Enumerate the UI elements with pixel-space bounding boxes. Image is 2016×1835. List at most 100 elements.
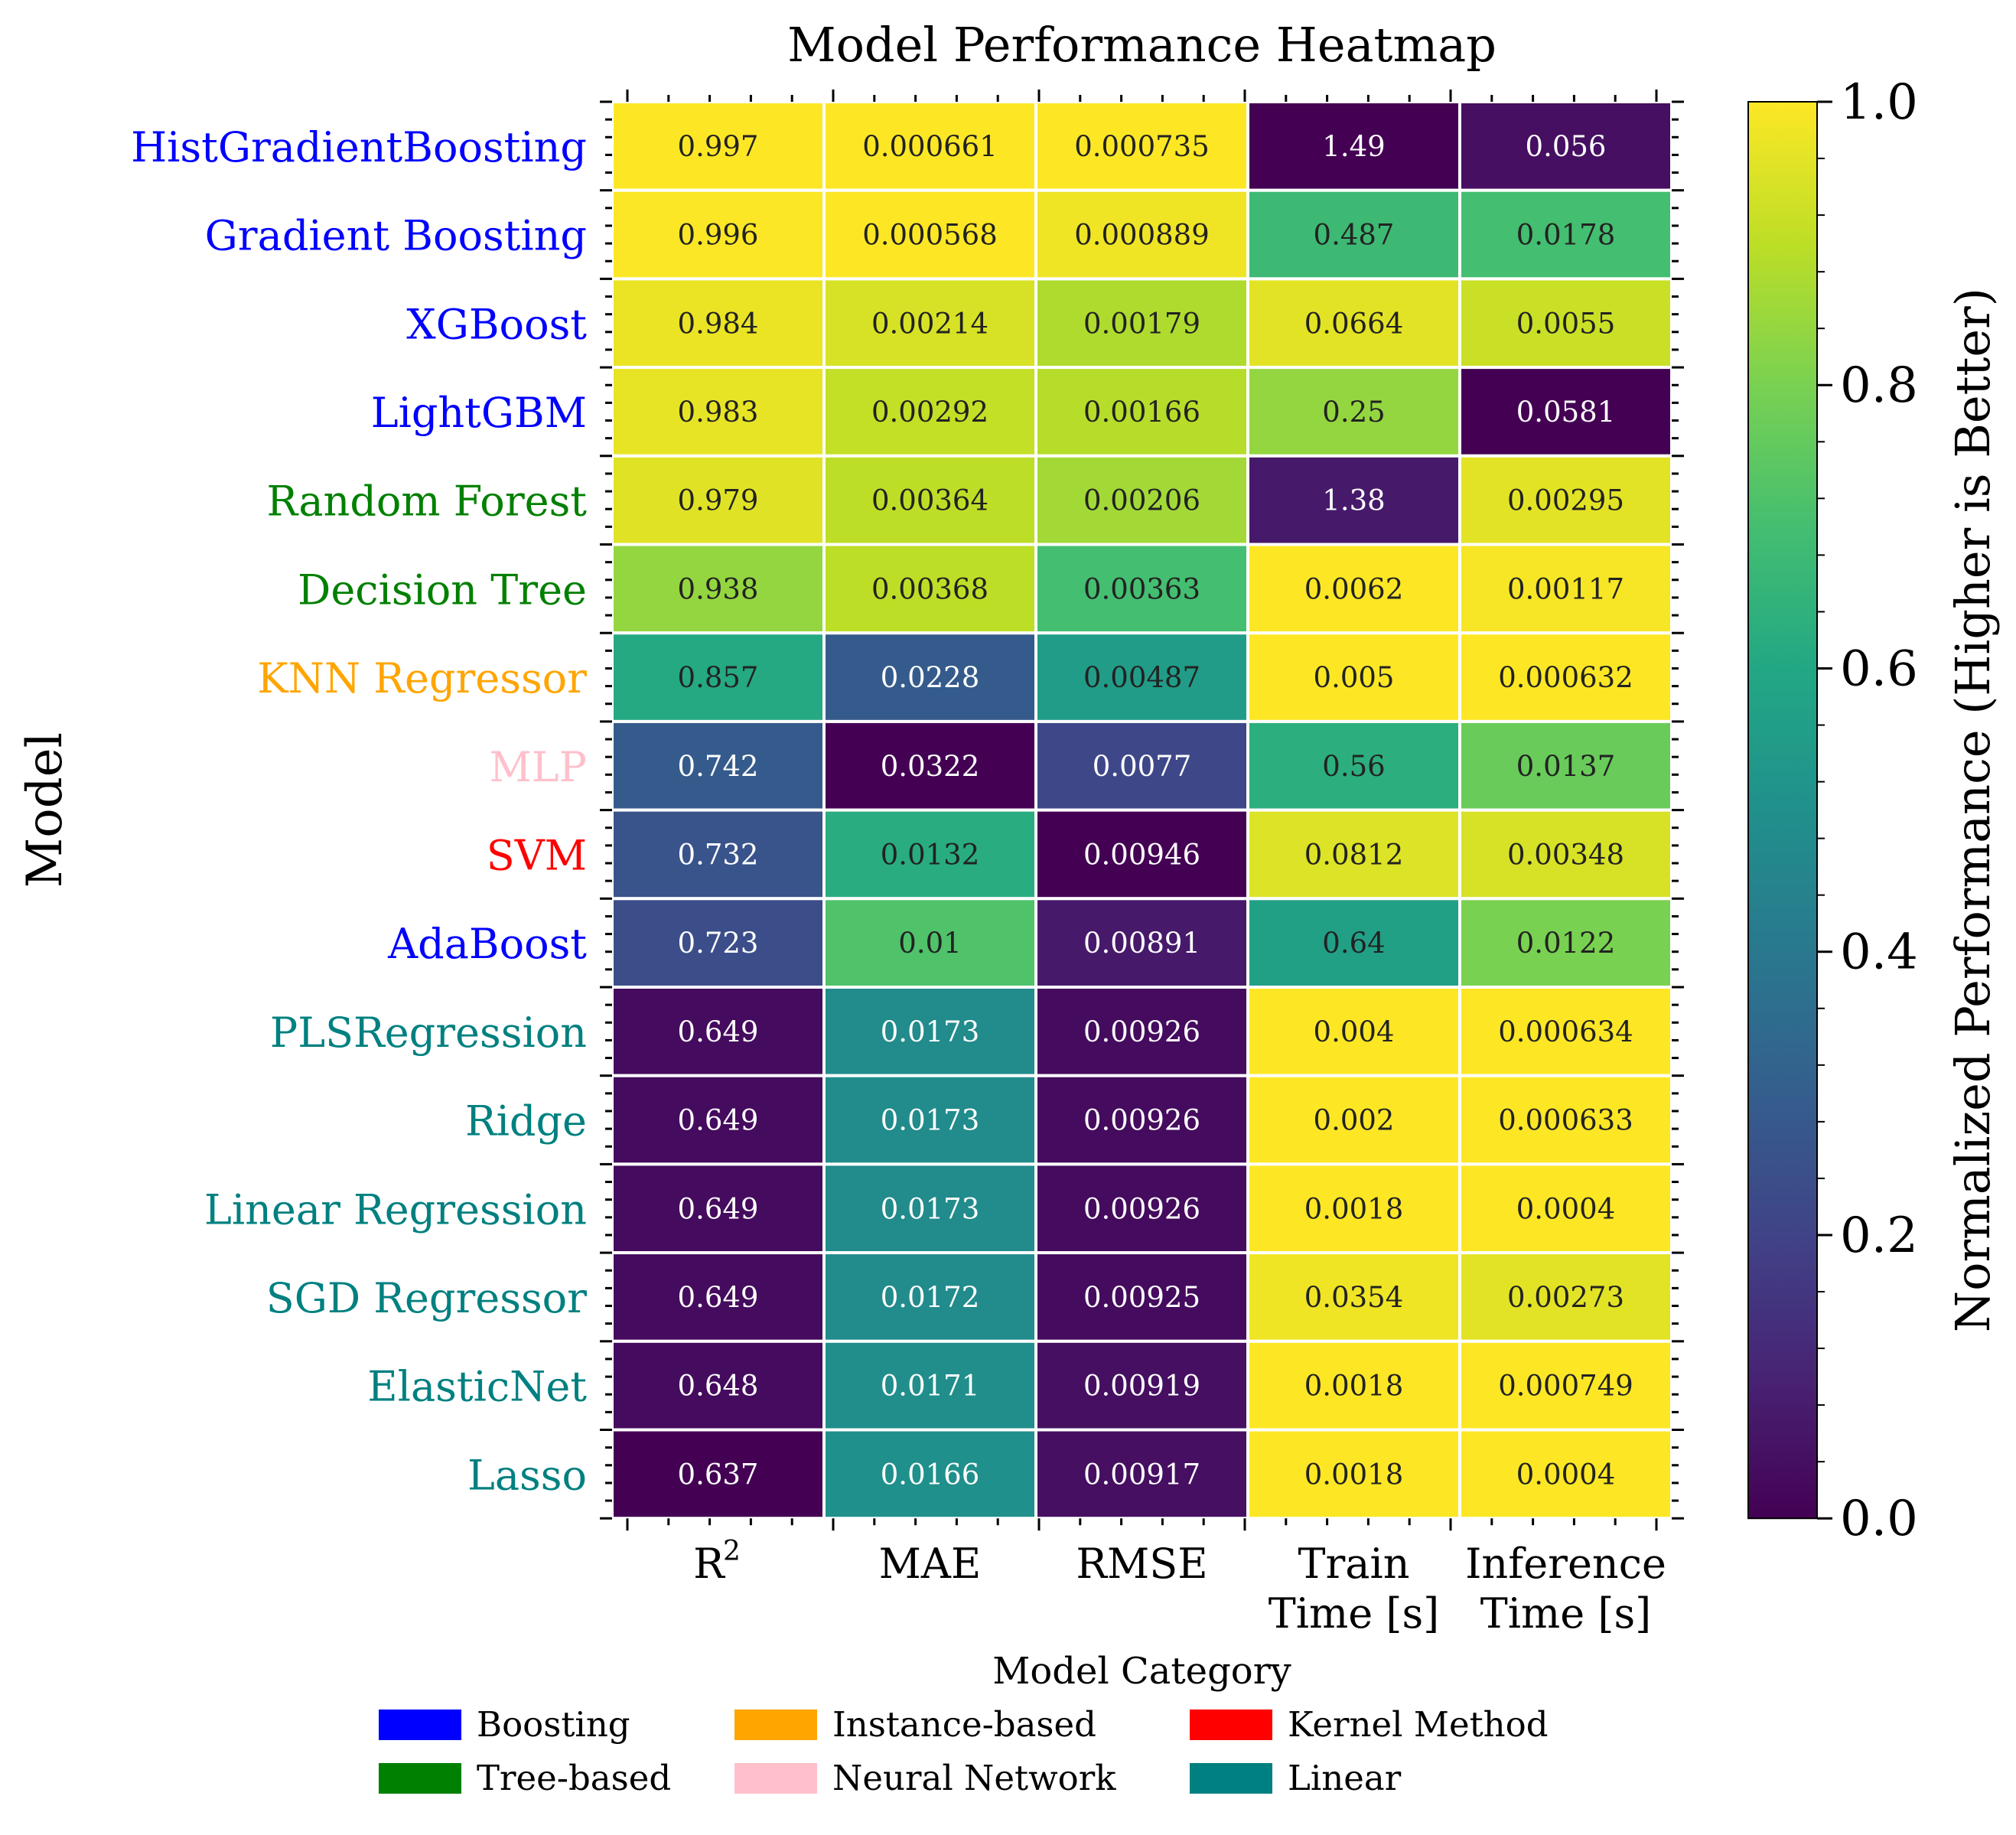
cell-value-label: 0.0137 — [1516, 750, 1615, 783]
cell-value-label: 0.00179 — [1083, 307, 1200, 340]
heatmap-cell — [1246, 986, 1461, 1077]
heatmap-cell — [1246, 277, 1461, 370]
heatmap-cell — [1034, 543, 1249, 635]
heatmap-cell — [1034, 986, 1249, 1077]
row-label-11: Ridge — [465, 1097, 587, 1146]
cell-value-label: 0.00946 — [1083, 838, 1200, 871]
cell-value-label: 0.00919 — [1083, 1370, 1200, 1403]
cell-value-label: 0.000634 — [1498, 1015, 1633, 1048]
heatmap-cell — [822, 366, 1037, 458]
heatmap-cell — [1034, 1251, 1249, 1343]
cell-value-label: 0.983 — [678, 396, 759, 429]
heatmap-cell — [611, 454, 826, 546]
cell-value-label: 0.00363 — [1083, 572, 1200, 605]
column-label-2: RMSE — [1076, 1540, 1207, 1588]
colorbar-tick-label: 0.6 — [1840, 640, 1918, 697]
cell-value-label: 0.004 — [1314, 1015, 1395, 1048]
cell-value-label: 0.00117 — [1507, 572, 1624, 605]
cell-value-label: 0.0354 — [1304, 1281, 1403, 1314]
colorbar — [1747, 101, 1818, 1520]
heatmap-cell — [1458, 366, 1673, 458]
cell-value-label: 0.0322 — [881, 750, 979, 783]
row-label-2: XGBoost — [406, 300, 587, 348]
cell-value-label: 0.0055 — [1516, 307, 1615, 340]
heatmap-cell — [822, 1339, 1037, 1432]
cell-value-label: 0.00348 — [1507, 838, 1624, 871]
cell-value-label: 0.00487 — [1083, 661, 1200, 694]
heatmap-cell — [822, 897, 1037, 989]
row-label-10: PLSRegression — [270, 1009, 587, 1057]
legend-label-1: Tree-based — [477, 1758, 671, 1798]
cell-value-label: 0.649 — [678, 1192, 759, 1225]
cell-value-label: 0.648 — [678, 1370, 759, 1403]
column-label-0: R — [693, 1540, 725, 1588]
heatmap-cell — [1458, 1251, 1673, 1343]
heatmap-cell — [1246, 1162, 1461, 1255]
cell-value-label: 0.000889 — [1074, 219, 1210, 252]
cell-value-label: 0.649 — [678, 1015, 759, 1048]
legend-label-5: Linear — [1288, 1758, 1402, 1798]
heatmap-cell — [1246, 1339, 1461, 1432]
heatmap-cell — [611, 719, 826, 812]
heatmap-cell — [611, 366, 826, 458]
legend-swatch-4 — [1190, 1710, 1272, 1740]
row-label-12: Linear Regression — [204, 1185, 587, 1234]
cell-value-label: 0.0171 — [881, 1370, 979, 1403]
cell-value-label: 0.0173 — [881, 1192, 979, 1225]
heatmap-cell — [1458, 543, 1673, 635]
heatmap-cell — [822, 100, 1037, 192]
cell-value-label: 0.00926 — [1083, 1104, 1200, 1137]
legend-swatch-0 — [379, 1710, 461, 1740]
legend-swatch-1 — [379, 1763, 461, 1794]
chart-title: Model Performance Heatmap — [787, 17, 1497, 73]
column-label-3: Train — [1298, 1540, 1409, 1588]
heatmap-cell — [1034, 454, 1249, 546]
cell-value-label: 0.0077 — [1093, 750, 1191, 783]
heatmap-cell — [1034, 1339, 1249, 1432]
cell-value-label: 0.0172 — [881, 1281, 979, 1314]
colorbar-tick-label: 0.4 — [1840, 924, 1918, 981]
legend-swatch-5 — [1190, 1763, 1272, 1794]
cell-value-label: 0.0178 — [1516, 219, 1615, 252]
heatmap-cell — [822, 454, 1037, 546]
colorbar-tick-label: 0.2 — [1840, 1208, 1918, 1264]
heatmap-cell — [1458, 719, 1673, 812]
cell-value-label: 0.723 — [678, 927, 759, 960]
cell-value-label: 0.0004 — [1516, 1458, 1615, 1491]
heatmap-cell — [1458, 986, 1673, 1077]
legend-swatch-2 — [734, 1710, 817, 1740]
cell-value-label: 0.637 — [678, 1458, 759, 1491]
heatmap-cell — [611, 986, 826, 1077]
cell-value-label: 0.938 — [678, 572, 759, 605]
cell-value-label: 0.005 — [1314, 661, 1395, 694]
cell-value-label: 0.56 — [1322, 750, 1385, 783]
row-label-8: SVM — [487, 831, 587, 879]
heatmap-cell — [611, 1428, 826, 1520]
cell-value-label: 0.00917 — [1083, 1458, 1200, 1491]
cell-value-label: 0.0018 — [1304, 1192, 1403, 1225]
cell-value-label: 0.00206 — [1083, 484, 1200, 517]
cell-value-label: 0.487 — [1314, 219, 1395, 252]
cell-value-label: 0.002 — [1314, 1104, 1395, 1137]
heatmap-cell — [1458, 1339, 1673, 1432]
cell-value-label: 0.000749 — [1498, 1370, 1633, 1403]
row-label-0: HistGradientBoosting — [131, 123, 587, 171]
colorbar-tick-label: 1.0 — [1840, 74, 1918, 131]
cell-value-label: 0.00292 — [871, 396, 988, 429]
cell-value-label: 0.997 — [678, 130, 759, 163]
cell-value-label: 1.49 — [1322, 130, 1385, 163]
heatmap-cell — [1246, 1074, 1461, 1166]
cell-value-label: 0.996 — [678, 219, 759, 252]
cell-value-label: 0.0004 — [1516, 1192, 1615, 1225]
heatmap-cell — [1458, 897, 1673, 989]
heatmap-cell — [611, 1251, 826, 1343]
cell-value-label: 0.00214 — [871, 307, 988, 340]
cell-value-label: 0.056 — [1526, 130, 1607, 163]
y-axis-label: Model — [17, 732, 73, 888]
row-label-1: Gradient Boosting — [205, 212, 587, 260]
legend-label-2: Instance-based — [832, 1704, 1096, 1745]
legend-label-0: Boosting — [477, 1704, 630, 1745]
colorbar-tick-label: 0.8 — [1840, 357, 1918, 414]
